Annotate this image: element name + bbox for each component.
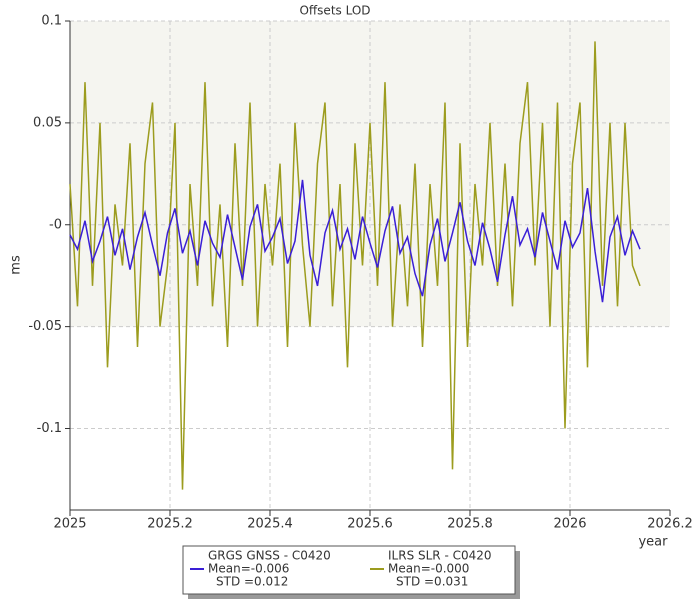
x-tick-label: 2026: [553, 517, 586, 532]
x-tick-label: 2025.8: [447, 517, 493, 532]
legend-stat: STD =0.012: [216, 575, 288, 589]
chart-title: Offsets LOD: [299, 4, 370, 18]
y-tick-label: -0.05: [28, 319, 62, 334]
legend-label: ILRS SLR - C0420: [388, 549, 492, 563]
series-line: [69, 179, 641, 303]
legend-stat: STD =0.031: [396, 575, 468, 589]
x-tick-label: 2025.6: [347, 517, 393, 532]
y-axis-label: ms: [9, 255, 24, 275]
x-tick-label: 2025.2: [147, 517, 193, 532]
y-tick-label: -0.1: [37, 421, 62, 436]
legend-stat: Mean=-0.006: [208, 562, 289, 576]
legend-box: [182, 545, 516, 595]
y-tick-label: 0.05: [33, 115, 62, 130]
x-tick-label: 2026.2: [647, 517, 693, 532]
y-tick-label: -0: [49, 217, 62, 232]
x-axis-label: year: [638, 535, 668, 550]
y-tick-label: 0.1: [41, 14, 62, 29]
series-line: [69, 41, 641, 490]
x-tick-label: 2025.4: [247, 517, 293, 532]
x-tick-label: 2025: [53, 517, 86, 532]
legend-stat: Mean=-0.000: [388, 562, 469, 576]
legend-label: GRGS GNSS - C0420: [208, 549, 331, 563]
